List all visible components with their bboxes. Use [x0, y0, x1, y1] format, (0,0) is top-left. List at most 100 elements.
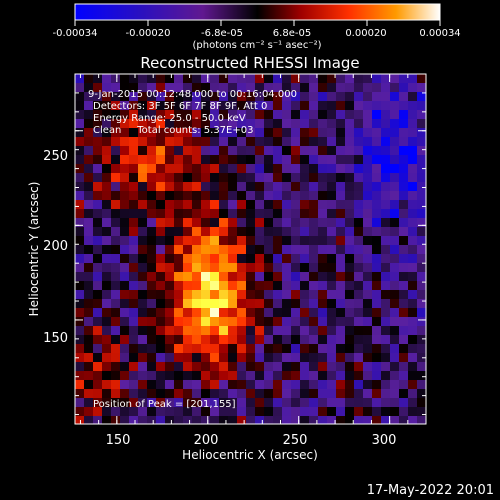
heatmap-cell: [336, 281, 346, 291]
heatmap-cell: [120, 335, 130, 345]
heatmap-cell: [282, 416, 292, 424]
heatmap-cell: [174, 281, 184, 291]
heatmap-cell: [228, 128, 238, 138]
heatmap-cell: [228, 92, 238, 102]
heatmap-cell: [174, 263, 184, 273]
heatmap-cell: [408, 227, 418, 237]
heatmap-cell: [201, 263, 211, 273]
heatmap-cell: [192, 335, 202, 345]
heatmap-cell: [75, 173, 85, 183]
heatmap-cell: [93, 281, 103, 291]
heatmap-cell: [192, 272, 202, 282]
heatmap-cell: [246, 353, 256, 363]
heatmap-cell: [75, 182, 85, 192]
heatmap-cell: [408, 137, 418, 147]
heatmap-cell: [318, 209, 328, 219]
heatmap-cell: [300, 290, 310, 300]
heatmap-cell: [183, 128, 193, 138]
heatmap-cell: [417, 101, 426, 111]
heatmap-cell: [336, 236, 346, 246]
heatmap-cell: [327, 290, 337, 300]
heatmap-cell: [390, 173, 400, 183]
heatmap-cell: [93, 182, 103, 192]
heatmap-cell: [417, 371, 426, 381]
heatmap-cell: [246, 74, 256, 84]
heatmap-cell: [309, 371, 319, 381]
heatmap-cell: [201, 362, 211, 372]
heatmap-cell: [120, 353, 130, 363]
heatmap-cell: [111, 236, 121, 246]
heatmap-cell: [147, 155, 157, 165]
heatmap-cell: [120, 191, 130, 201]
heatmap-cell: [75, 218, 85, 228]
heatmap-cell: [381, 317, 391, 327]
heatmap-cell: [102, 371, 112, 381]
heatmap-cell: [129, 371, 139, 381]
heatmap-cell: [318, 281, 328, 291]
heatmap-cell: [228, 371, 238, 381]
heatmap-cell: [228, 83, 238, 93]
heatmap-cell: [372, 344, 382, 354]
heatmap-cell: [156, 164, 166, 174]
heatmap-cell: [417, 389, 426, 399]
heatmap-cell: [165, 191, 175, 201]
heatmap-cell: [156, 344, 166, 354]
heatmap-cell: [417, 83, 426, 93]
heatmap-cell: [237, 218, 247, 228]
heatmap-cell: [363, 398, 373, 408]
heatmap-cell: [354, 182, 364, 192]
heatmap-cell: [84, 218, 94, 228]
heatmap-cell: [84, 173, 94, 183]
heatmap-cell: [282, 209, 292, 219]
x-tick-label: 300: [372, 433, 397, 448]
heatmap-cell: [300, 209, 310, 219]
heatmap-cell: [363, 308, 373, 318]
heatmap-cell: [120, 83, 130, 93]
heatmap-cell: [93, 398, 103, 408]
heatmap-cell: [318, 344, 328, 354]
heatmap-cell: [408, 272, 418, 282]
heatmap-cell: [147, 407, 157, 417]
heatmap-cell: [138, 398, 148, 408]
heatmap-cell: [192, 380, 202, 390]
heatmap-cell: [192, 353, 202, 363]
heatmap-cell: [237, 344, 247, 354]
heatmap-cell: [264, 326, 274, 336]
heatmap-cell: [264, 398, 274, 408]
heatmap-cell: [345, 218, 355, 228]
heatmap-cell: [291, 272, 301, 282]
heatmap-cell: [210, 263, 220, 273]
heatmap-cell: [201, 137, 211, 147]
heatmap-cell: [210, 254, 220, 264]
heatmap-cell: [129, 335, 139, 345]
heatmap-cell: [372, 245, 382, 255]
heatmap-cell: [210, 209, 220, 219]
heatmap-cell: [183, 326, 193, 336]
heatmap-cell: [174, 236, 184, 246]
heatmap-cell: [264, 272, 274, 282]
heatmap-cell: [165, 389, 175, 399]
heatmap-cell: [246, 254, 256, 264]
heatmap-cell: [417, 137, 426, 147]
heatmap-cell: [138, 182, 148, 192]
heatmap-cell: [399, 362, 409, 372]
heatmap-cell: [228, 191, 238, 201]
heatmap-cell: [282, 299, 292, 309]
heatmap-cell: [273, 281, 283, 291]
heatmap-cell: [336, 245, 346, 255]
heatmap-cell: [255, 155, 265, 165]
heatmap-cell: [354, 344, 364, 354]
heatmap-cell: [273, 146, 283, 156]
heatmap-cell: [273, 407, 283, 417]
heatmap-cell: [417, 164, 426, 174]
heatmap-cell: [192, 164, 202, 174]
heatmap-cell: [417, 74, 426, 84]
heatmap-cell: [93, 128, 103, 138]
heatmap-cell: [345, 416, 355, 424]
heatmap-cell: [174, 416, 184, 424]
heatmap-cell: [363, 389, 373, 399]
heatmap-cell: [93, 83, 103, 93]
heatmap-cell: [219, 182, 229, 192]
heatmap-cell: [246, 119, 256, 129]
heatmap-cell: [264, 416, 274, 424]
